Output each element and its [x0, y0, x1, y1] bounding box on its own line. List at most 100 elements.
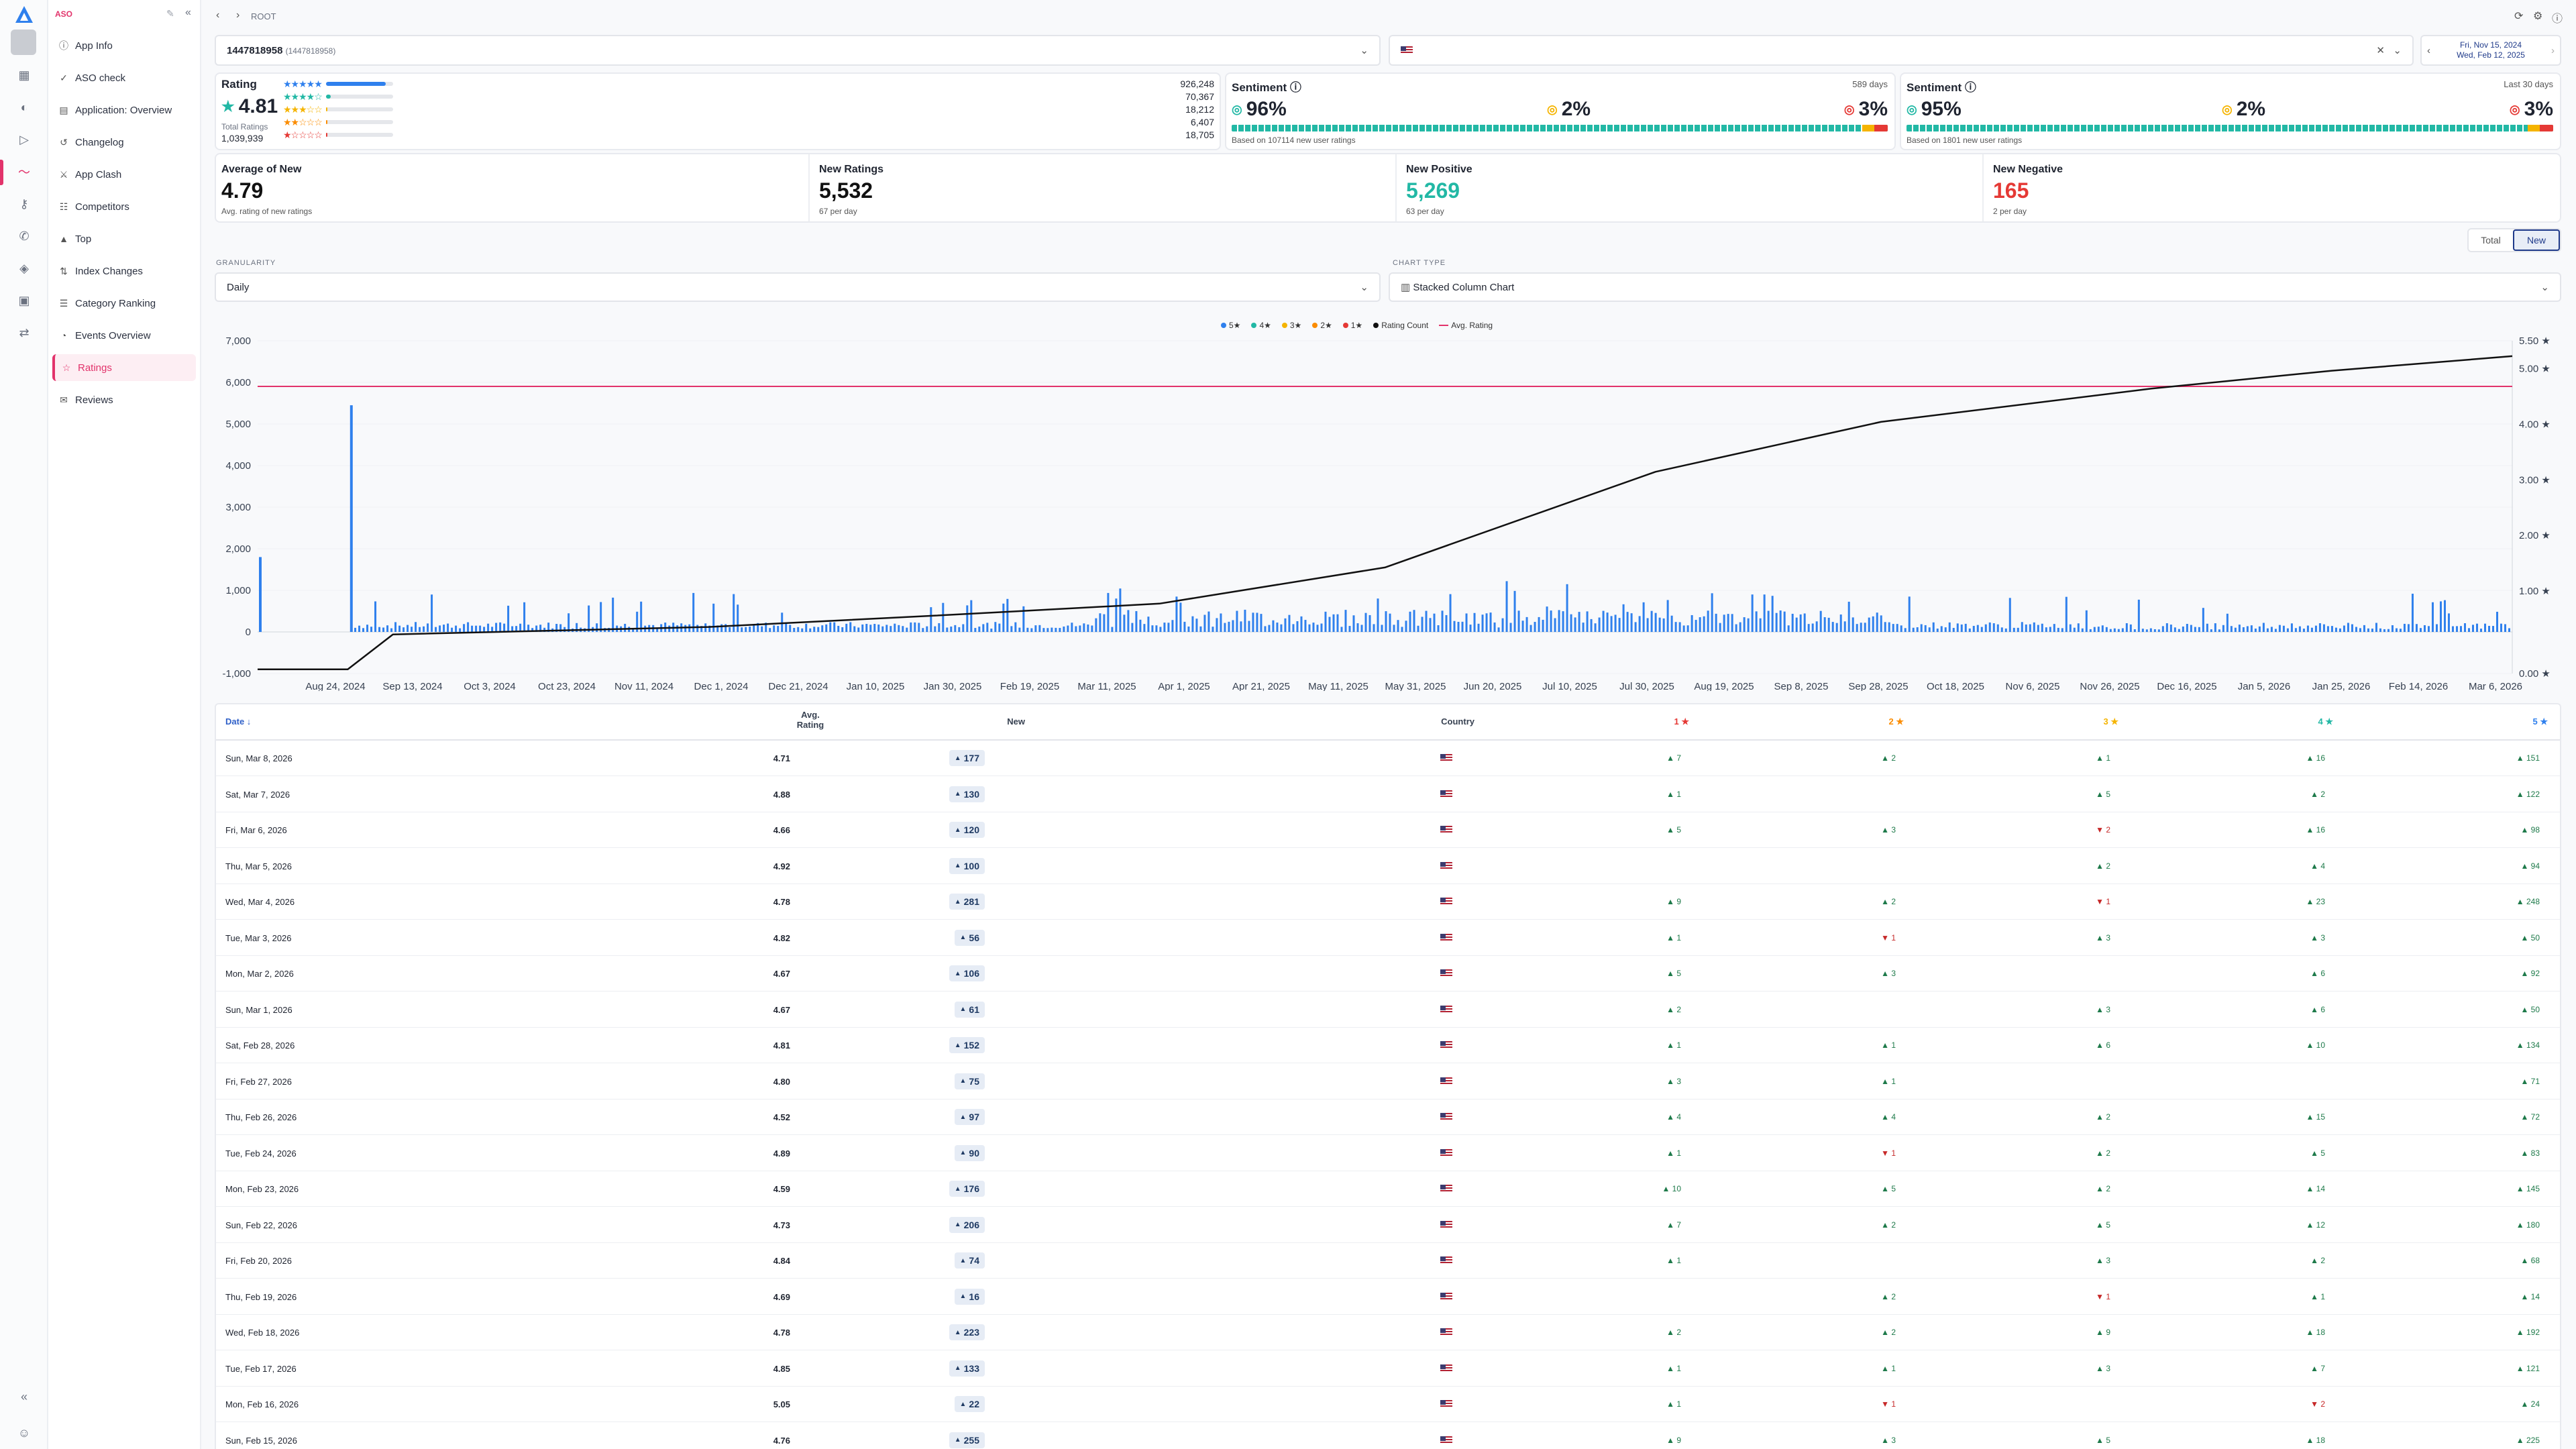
table-row[interactable]: Sat, Feb 28, 2026 4.81 ▲ 152 ▲ 1 ▲ 1 ▲ 6 ▲ 10 ▲ …: [216, 1028, 2560, 1063]
table-row[interactable]: Mon, Mar 2, 2026 4.67 ▲ 106 ▲ 5 ▲ 3 ▲ 6 ▲ 92: [216, 956, 2560, 991]
table-row[interactable]: Sun, Mar 1, 2026 4.67 ▲ 61 ▲ 2 ▲ 3 ▲ 6 ▲ 50: [216, 992, 2560, 1028]
header-s5[interactable]: 5 ★: [2532, 716, 2548, 727]
sidebar-item-changelog[interactable]: ↺ Changelog: [52, 129, 196, 156]
legend-item[interactable]: 2★: [1312, 321, 1332, 330]
help-icon[interactable]: ⓘ: [2552, 13, 2563, 25]
collapse-icon[interactable]: «: [20, 1389, 28, 1403]
header-s4[interactable]: 4 ★: [2318, 716, 2334, 727]
bar: [1707, 610, 1709, 632]
new-badge: ▲ 97: [954, 1109, 985, 1125]
toggle-new[interactable]: New: [2513, 229, 2560, 251]
sidebar-item-label: Competitors: [75, 201, 129, 213]
megaphone-icon[interactable]: ✆: [19, 229, 30, 243]
table-row[interactable]: Thu, Feb 26, 2026 4.52 ▲ 97 ▲ 4 ▲ 4 ▲ 2 ▲ 15 ▲ 7…: [216, 1099, 2560, 1135]
bar: [451, 627, 453, 632]
back-icon[interactable]: ‹: [216, 9, 220, 21]
table-row[interactable]: Sat, Mar 7, 2026 4.88 ▲ 130 ▲ 1 ▲ 5 ▲ 2 ▲ 122: [216, 777, 2560, 812]
header-country[interactable]: Country: [1441, 716, 1474, 727]
table-row[interactable]: Tue, Feb 24, 2026 4.89 ▲ 90 ▲ 1 ▼ 1 ▲ 2 ▲ 5 ▲ 83: [216, 1136, 2560, 1171]
bar: [1976, 625, 1979, 632]
sidebar-item-app-clash[interactable]: ⚔ App Clash: [52, 161, 196, 188]
edit-icon[interactable]: ✎: [166, 8, 174, 19]
sidebar-item-category-ranking[interactable]: ☰ Category Ranking: [52, 290, 196, 317]
bar: [2234, 627, 2237, 632]
table-row[interactable]: Mon, Feb 23, 2026 4.59 ▲ 176 ▲ 10 ▲ 5 ▲ 2 ▲ 14 ▲…: [216, 1171, 2560, 1207]
settings-icon[interactable]: ⚙: [2533, 11, 2543, 22]
sidebar-item-reviews[interactable]: ✉ Reviews: [52, 386, 196, 413]
collapse-sidebar-icon[interactable]: «: [185, 7, 191, 18]
chart-type-select[interactable]: ▥ Stacked Column Chart ⌄: [1389, 272, 2561, 302]
header-date[interactable]: Date ↓: [225, 716, 252, 727]
cell-s5: ▲ 98: [2520, 825, 2540, 835]
granularity-select[interactable]: Daily ⌄: [215, 272, 1381, 302]
clear-icon[interactable]: ✕: [2376, 45, 2385, 56]
header-new[interactable]: New: [1007, 716, 1025, 727]
table-row[interactable]: Mon, Feb 16, 2026 5.05 ▲ 22 ▲ 1 ▼ 1 ▼ 2 ▲ 24: [216, 1387, 2560, 1422]
forward-icon[interactable]: ›: [236, 9, 240, 21]
country-select[interactable]: ✕ ⌄: [1389, 35, 2414, 66]
cell-s3: ▲ 5: [2096, 789, 2110, 799]
table-row[interactable]: Sun, Feb 15, 2026 4.76 ▲ 255 ▲ 9 ▲ 3 ▲ 5 ▲ 18 ▲ …: [216, 1423, 2560, 1449]
toggle-total[interactable]: Total: [2481, 235, 2501, 246]
next-range-icon[interactable]: ›: [2551, 44, 2555, 56]
breadcrumb[interactable]: ROOT: [251, 11, 276, 21]
stat-new-positive: New Positive 5,269 63 per day: [1395, 154, 1972, 221]
chart-icon[interactable]: 〜: [18, 166, 30, 179]
table-row[interactable]: Tue, Feb 17, 2026 4.85 ▲ 133 ▲ 1 ▲ 1 ▲ 3 ▲ 7 ▲ 1…: [216, 1351, 2560, 1387]
us-flag-icon: [1440, 1113, 1452, 1121]
refresh-icon[interactable]: ⟳: [2514, 11, 2524, 22]
sidebar-item-events-overview[interactable]: ◔ Events Overview: [52, 322, 196, 349]
play-icon[interactable]: ▷: [19, 132, 29, 146]
legend-item[interactable]: 3★: [1281, 321, 1301, 330]
table-row[interactable]: Thu, Mar 5, 2026 4.92 ▲ 100 ▲ 2 ▲ 4 ▲ 94: [216, 849, 2560, 884]
sidebar-item-app-info[interactable]: ⓘ App Info: [52, 32, 196, 59]
table-row[interactable]: Fri, Mar 6, 2026 4.66 ▲ 120 ▲ 5 ▲ 3 ▼ 2 ▲ 16 ▲ 9…: [216, 812, 2560, 848]
new-badge: ▲ 74: [954, 1252, 985, 1269]
header-s2[interactable]: 2 ★: [1888, 716, 1904, 727]
table-row[interactable]: Thu, Feb 19, 2026 4.69 ▲ 16 ▲ 2 ▼ 1 ▲ 1 ▲ 14: [216, 1279, 2560, 1315]
grid-icon[interactable]: ▦: [18, 68, 30, 82]
sidebar-item-top[interactable]: ▲ Top: [52, 225, 196, 252]
header-s3[interactable]: 3 ★: [2103, 716, 2119, 727]
key-icon[interactable]: ⚷: [19, 197, 29, 211]
sidebar-item-ratings[interactable]: ☆ Ratings: [52, 354, 196, 381]
legend-item[interactable]: Rating Count: [1373, 321, 1428, 330]
sidebar-item-competitors[interactable]: ☷ Competitors: [52, 193, 196, 220]
legend-item[interactable]: Avg. Rating: [1439, 321, 1493, 330]
x-tick: Sep 28, 2025: [1848, 681, 1908, 691]
bar: [1389, 613, 1391, 632]
table-row[interactable]: Tue, Mar 3, 2026 4.82 ▲ 56 ▲ 1 ▼ 1 ▲ 3 ▲ 3 ▲ 50: [216, 920, 2560, 956]
table-row[interactable]: Wed, Mar 4, 2026 4.78 ▲ 281 ▲ 9 ▲ 2 ▼ 1 ▲ 23 ▲ 2…: [216, 884, 2560, 920]
cell-s5: ▲ 72: [2520, 1112, 2540, 1122]
spike-bar: [259, 557, 262, 632]
table-row[interactable]: Fri, Feb 20, 2026 4.84 ▲ 74 ▲ 1 ▲ 3 ▲ 2 ▲ 68: [216, 1243, 2560, 1279]
bar: [475, 625, 478, 632]
header-s1[interactable]: 1 ★: [1674, 716, 1690, 727]
avatar[interactable]: [11, 30, 36, 55]
table-row[interactable]: Sun, Mar 8, 2026 4.71 ▲ 177 ▲ 7 ▲ 2 ▲ 1 ▲ 16 ▲ 1…: [216, 741, 2560, 776]
table-row[interactable]: Wed, Feb 18, 2026 4.78 ▲ 223 ▲ 2 ▲ 2 ▲ 9 ▲ 18 ▲ …: [216, 1315, 2560, 1350]
legend-item[interactable]: 4★: [1251, 321, 1271, 330]
app-select[interactable]: 1447818958 (1447818958) ⌄: [215, 35, 1381, 66]
sidebar-item-aso-check[interactable]: ✓ ASO check: [52, 64, 196, 91]
bar: [1352, 615, 1355, 632]
header-avg[interactable]: Avg. Rating: [796, 710, 824, 730]
table-row[interactable]: Fri, Feb 27, 2026 4.80 ▲ 75 ▲ 3 ▲ 1 ▲ 71: [216, 1064, 2560, 1099]
tag-icon[interactable]: ◈: [19, 261, 29, 275]
date-to: Wed, Feb 12, 2025: [2457, 50, 2525, 60]
apple-icon[interactable]: ◐: [20, 100, 28, 114]
us-flag-icon: [1440, 1220, 1452, 1229]
sidebar-item-index-changes[interactable]: ⇅ Index Changes: [52, 258, 196, 284]
table-row[interactable]: Sun, Feb 22, 2026 4.73 ▲ 206 ▲ 7 ▲ 2 ▲ 5 ▲ 12 ▲ …: [216, 1208, 2560, 1243]
date-range-picker[interactable]: ‹ Fri, Nov 15, 2024 Wed, Feb 12, 2025 ›: [2420, 35, 2561, 66]
image-icon[interactable]: ▣: [18, 293, 30, 307]
flow-icon[interactable]: ⇄: [19, 325, 30, 339]
bar: [2455, 626, 2458, 632]
bar: [1920, 624, 1923, 632]
legend-item[interactable]: 1★: [1342, 321, 1362, 330]
logo-icon[interactable]: [13, 4, 35, 25]
prev-range-icon[interactable]: ‹: [2427, 44, 2430, 56]
user-icon[interactable]: ☺: [17, 1426, 31, 1440]
legend-item[interactable]: 5★: [1221, 321, 1240, 330]
sidebar-item-application-overview[interactable]: ▤ Application: Overview: [52, 97, 196, 123]
